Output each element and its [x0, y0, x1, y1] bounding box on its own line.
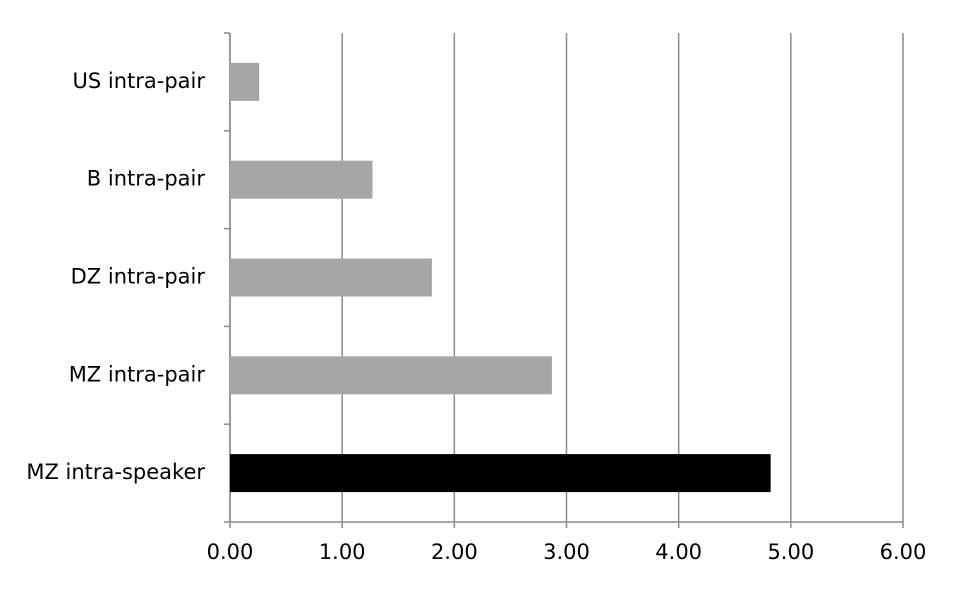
x-tick-label: 0.00 [207, 540, 254, 564]
y-tick-label: DZ intra-pair [71, 265, 206, 289]
y-tick-label: US intra-pair [72, 69, 205, 93]
y-tick-label: MZ intra-pair [69, 362, 206, 386]
bar [230, 62, 260, 101]
x-tick-label: 3.00 [543, 540, 590, 564]
y-tick-label: MZ intra-speaker [26, 460, 205, 484]
bar [230, 454, 771, 493]
bar [230, 356, 552, 395]
x-tick-label: 4.00 [655, 540, 702, 564]
x-tick-label: 2.00 [431, 540, 478, 564]
y-tick-label: B intra-pair [87, 167, 206, 191]
x-tick-label: 1.00 [319, 540, 366, 564]
bar [230, 160, 373, 199]
x-tick-label: 5.00 [767, 540, 814, 564]
x-tick-label: 6.00 [880, 540, 927, 564]
bar [230, 258, 432, 297]
